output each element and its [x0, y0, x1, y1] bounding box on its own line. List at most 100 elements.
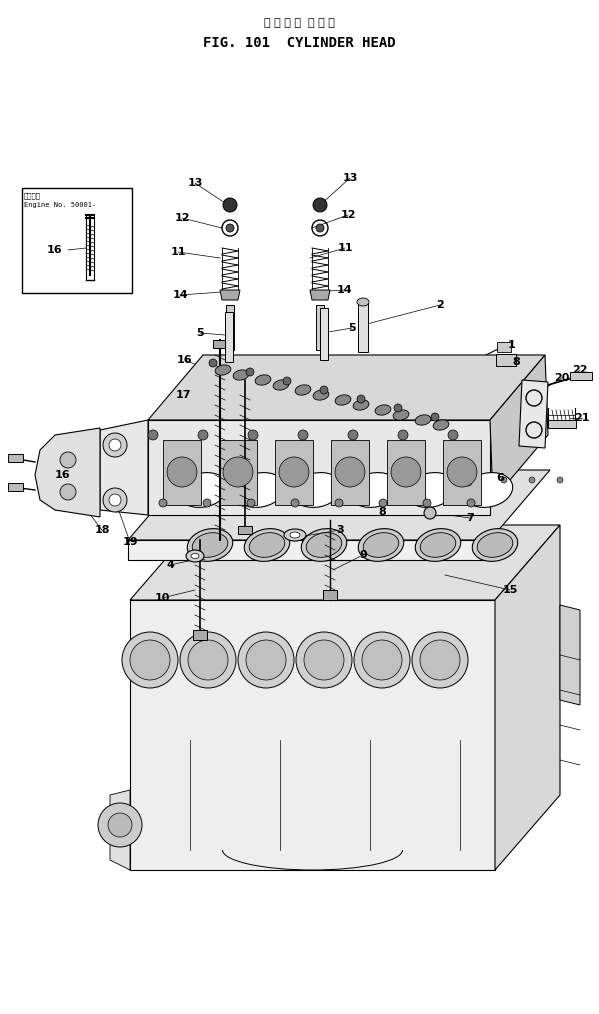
Text: Engine No. 50001-: Engine No. 50001- — [24, 202, 96, 208]
Text: 18: 18 — [94, 525, 110, 535]
Bar — [8, 483, 23, 491]
Circle shape — [357, 395, 365, 403]
Circle shape — [473, 477, 479, 483]
Bar — [275, 440, 313, 505]
Circle shape — [226, 224, 234, 232]
Text: 4: 4 — [166, 560, 174, 570]
Text: 17: 17 — [176, 390, 190, 400]
Text: 20: 20 — [554, 373, 570, 383]
Circle shape — [460, 474, 476, 490]
Ellipse shape — [472, 528, 518, 562]
Text: 13: 13 — [342, 173, 358, 183]
Circle shape — [148, 430, 158, 440]
Circle shape — [448, 430, 458, 440]
Circle shape — [305, 477, 311, 483]
Bar — [497, 342, 511, 352]
Circle shape — [167, 457, 197, 487]
Ellipse shape — [357, 298, 369, 306]
Circle shape — [501, 477, 507, 483]
Circle shape — [379, 499, 387, 507]
Circle shape — [221, 477, 227, 483]
Polygon shape — [310, 290, 330, 300]
Bar — [163, 440, 201, 505]
Bar — [570, 372, 592, 380]
Bar — [225, 312, 233, 362]
Circle shape — [529, 477, 535, 483]
Polygon shape — [519, 380, 548, 448]
Polygon shape — [110, 790, 130, 870]
Ellipse shape — [295, 385, 311, 395]
Circle shape — [313, 198, 327, 212]
Circle shape — [238, 632, 294, 689]
Bar — [219, 440, 257, 505]
Bar — [193, 630, 207, 640]
Ellipse shape — [420, 532, 456, 558]
Circle shape — [60, 484, 76, 500]
Bar — [496, 354, 516, 366]
Circle shape — [188, 640, 228, 680]
Ellipse shape — [284, 529, 306, 541]
Ellipse shape — [191, 554, 199, 559]
Text: 13: 13 — [187, 178, 202, 188]
Text: シ リ ン ダ  ヘ ッ ド: シ リ ン ダ ヘ ッ ド — [264, 18, 334, 28]
Circle shape — [122, 632, 178, 689]
Circle shape — [464, 478, 472, 486]
Ellipse shape — [306, 532, 342, 558]
Circle shape — [335, 457, 365, 487]
Bar — [213, 340, 227, 348]
Text: 14: 14 — [172, 290, 188, 300]
Text: 22: 22 — [572, 365, 588, 375]
Text: 11: 11 — [337, 243, 353, 254]
Text: 5: 5 — [348, 323, 356, 333]
Bar — [387, 440, 425, 505]
Text: 8: 8 — [378, 507, 386, 517]
Ellipse shape — [375, 405, 391, 415]
Text: 1: 1 — [508, 340, 516, 350]
Circle shape — [354, 632, 410, 689]
Circle shape — [109, 439, 121, 451]
Text: 15: 15 — [503, 585, 518, 595]
Ellipse shape — [353, 400, 369, 411]
Text: 図示番号: 図示番号 — [24, 192, 41, 199]
Circle shape — [557, 477, 563, 483]
Ellipse shape — [273, 380, 289, 390]
Bar — [331, 440, 369, 505]
Ellipse shape — [363, 532, 399, 558]
Circle shape — [283, 377, 291, 385]
Circle shape — [424, 507, 436, 519]
Text: 7: 7 — [466, 513, 474, 523]
Text: 14: 14 — [337, 285, 353, 295]
Circle shape — [291, 499, 299, 507]
Bar — [226, 305, 234, 350]
Circle shape — [447, 457, 477, 487]
Circle shape — [362, 640, 402, 680]
Bar — [443, 440, 481, 505]
Polygon shape — [130, 600, 495, 870]
Circle shape — [394, 404, 402, 412]
Circle shape — [304, 640, 344, 680]
Ellipse shape — [433, 420, 449, 430]
Text: FIG. 101  CYLINDER HEAD: FIG. 101 CYLINDER HEAD — [202, 37, 395, 50]
Circle shape — [361, 477, 367, 483]
Circle shape — [316, 224, 324, 232]
Circle shape — [180, 632, 236, 689]
Text: 5: 5 — [196, 328, 204, 338]
Circle shape — [279, 457, 309, 487]
Ellipse shape — [292, 473, 341, 507]
Polygon shape — [128, 540, 490, 560]
Ellipse shape — [477, 532, 513, 558]
Circle shape — [417, 477, 423, 483]
Circle shape — [249, 477, 255, 483]
Polygon shape — [148, 420, 490, 515]
Circle shape — [296, 632, 352, 689]
Circle shape — [203, 499, 211, 507]
Text: 10: 10 — [155, 593, 170, 603]
Circle shape — [389, 477, 395, 483]
Text: 12: 12 — [340, 210, 356, 220]
Circle shape — [223, 198, 237, 212]
Circle shape — [108, 813, 132, 837]
Bar — [22, 188, 132, 293]
Bar — [358, 302, 368, 352]
Ellipse shape — [235, 473, 285, 507]
Circle shape — [98, 803, 142, 847]
